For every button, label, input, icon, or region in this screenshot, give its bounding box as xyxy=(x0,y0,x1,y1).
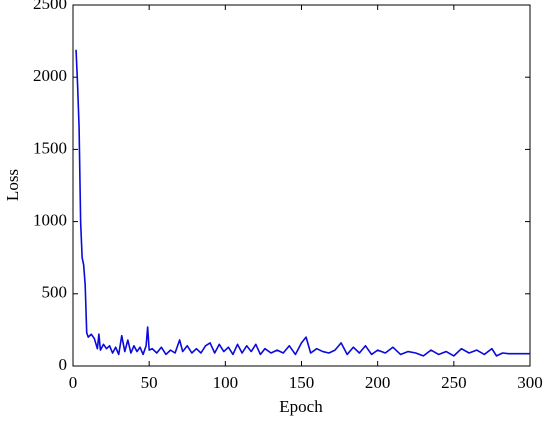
x-tick-label: 150 xyxy=(289,373,315,392)
x-tick-label: 300 xyxy=(517,373,543,392)
plot-frame xyxy=(72,4,531,367)
y-tick-label: 1500 xyxy=(33,138,67,157)
y-tick-label: 2000 xyxy=(33,66,67,85)
y-tick-label: 0 xyxy=(59,355,68,374)
y-tick-label: 2500 xyxy=(33,0,67,13)
y-tick-label: 1000 xyxy=(33,211,67,230)
y-tick-label: 500 xyxy=(42,283,68,302)
x-tick-label: 200 xyxy=(365,373,391,392)
x-axis-label: Epoch xyxy=(279,397,323,416)
loss-line xyxy=(75,49,530,357)
x-tick-label: 100 xyxy=(213,373,239,392)
x-tick-label: 0 xyxy=(69,373,78,392)
x-tick-label: 50 xyxy=(141,373,158,392)
x-tick-label: 250 xyxy=(441,373,467,392)
y-axis-label: Loss xyxy=(3,169,22,201)
